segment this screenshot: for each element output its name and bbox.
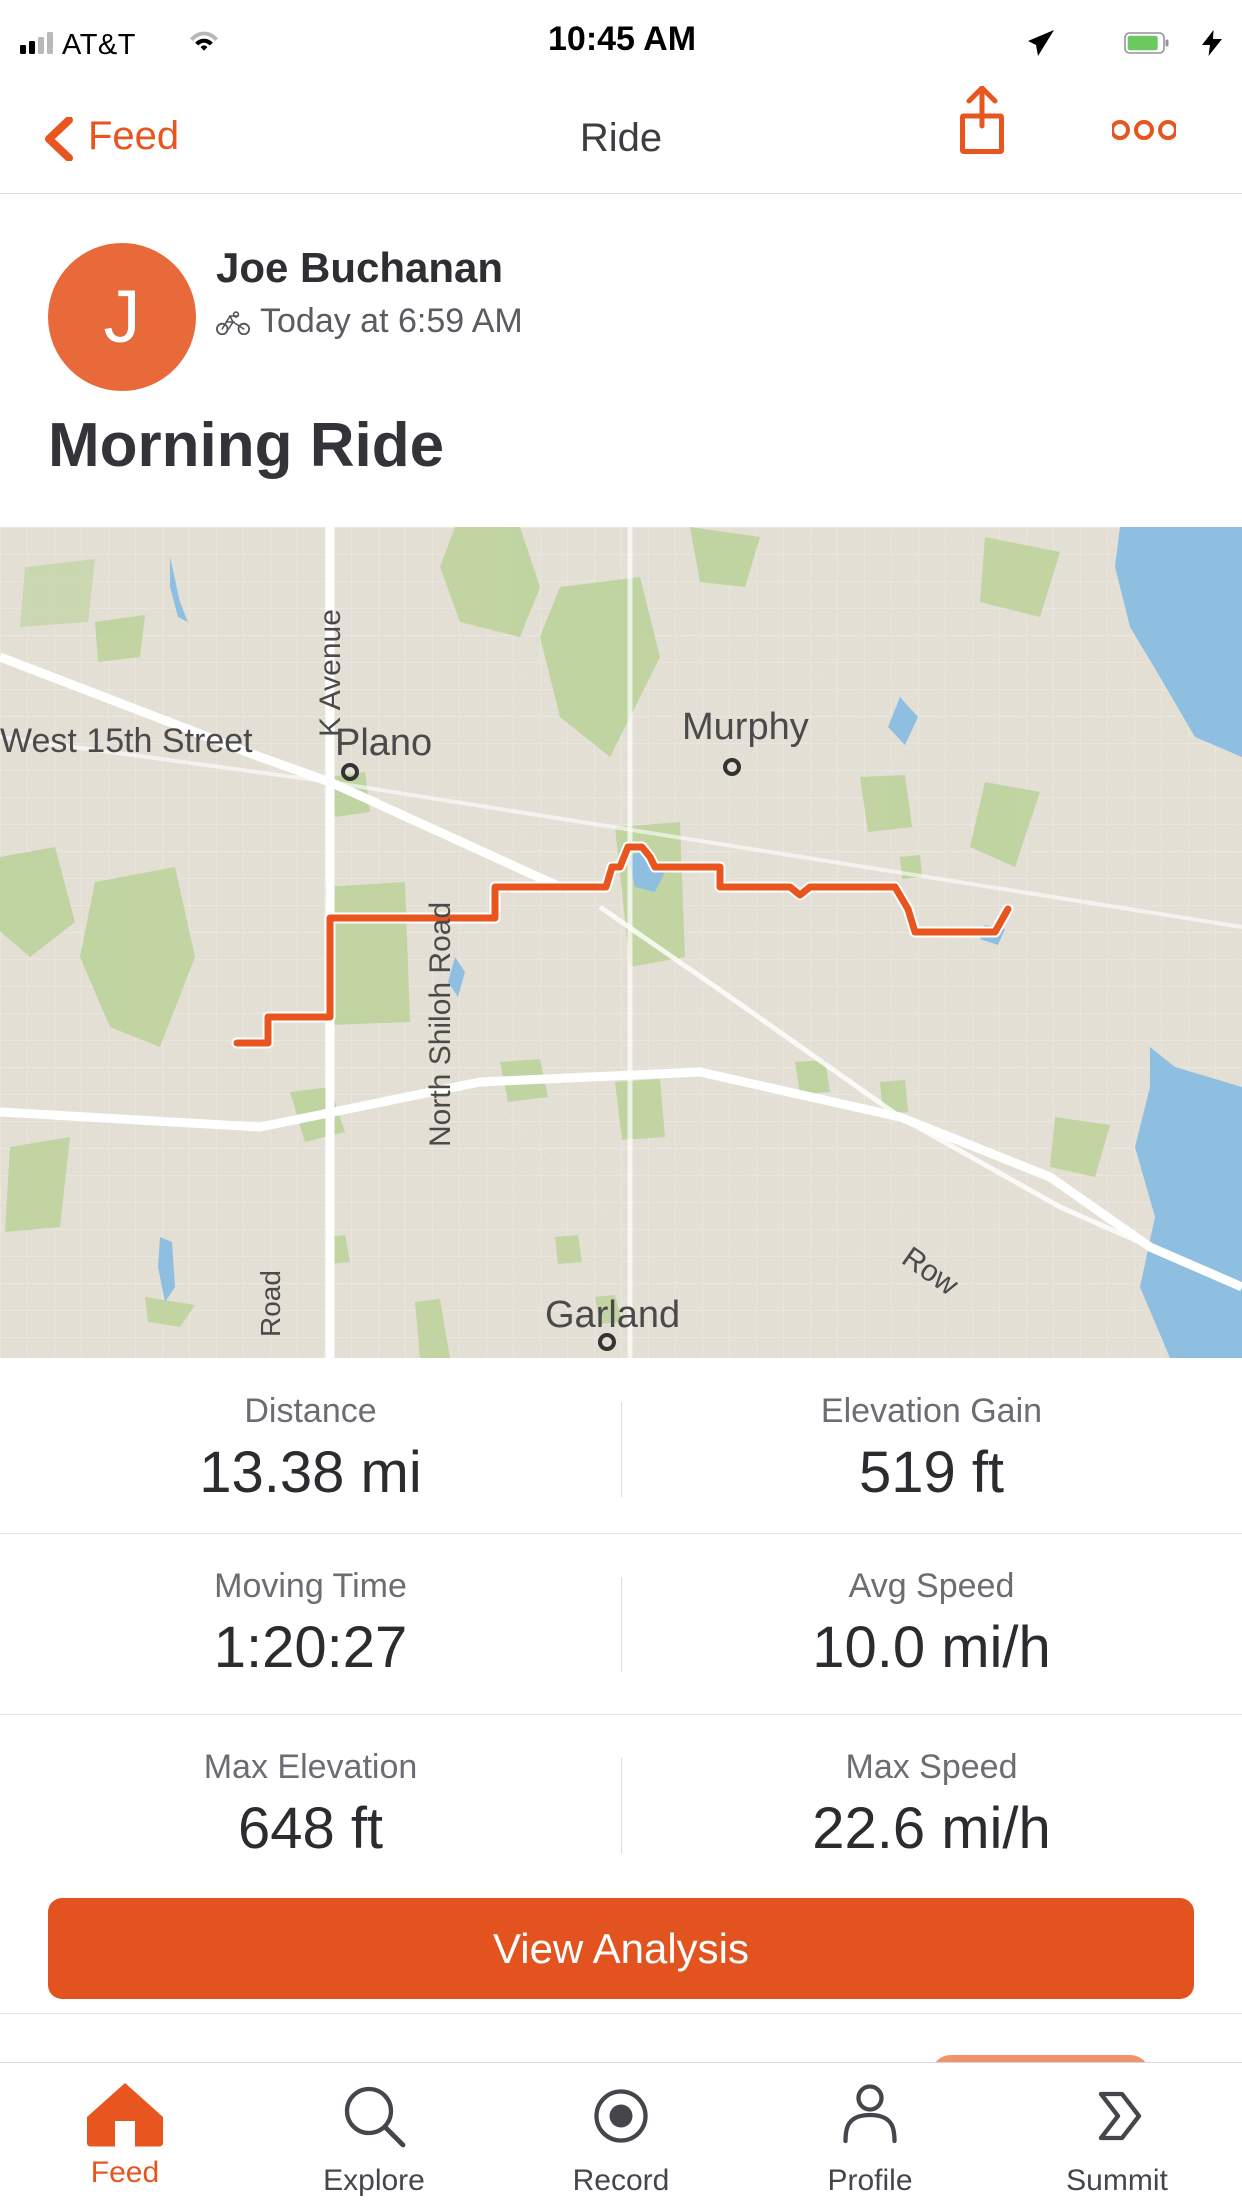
svg-text:Road: Road xyxy=(255,1270,286,1337)
svg-text:West 15th Street: West 15th Street xyxy=(0,722,253,760)
svg-text:Plano: Plano xyxy=(335,722,432,764)
svg-text:Murphy: Murphy xyxy=(682,706,809,748)
svg-text:Garland: Garland xyxy=(545,1294,680,1336)
svg-text:ue: ue xyxy=(0,1311,1,1342)
svg-text:North Shiloh Road: North Shiloh Road xyxy=(424,902,457,1147)
svg-text:K Avenue: K Avenue xyxy=(314,609,347,737)
